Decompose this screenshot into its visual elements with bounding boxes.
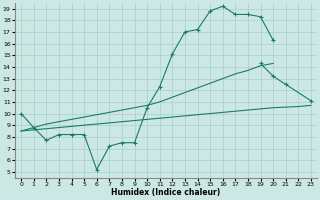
X-axis label: Humidex (Indice chaleur): Humidex (Indice chaleur) <box>111 188 221 197</box>
